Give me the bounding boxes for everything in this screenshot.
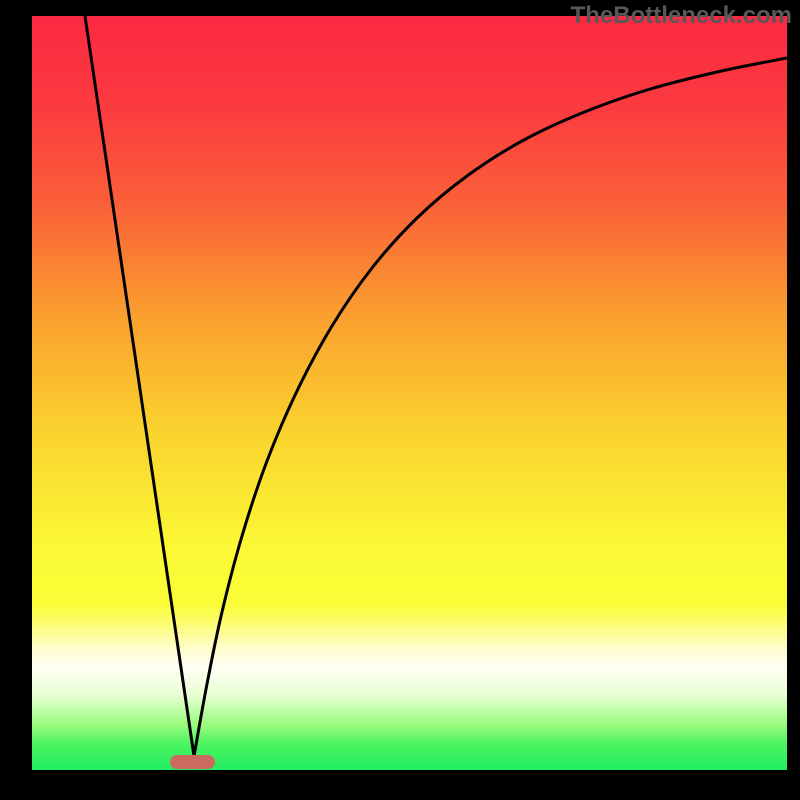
optimal-marker	[170, 755, 215, 769]
watermark-text: TheBottleneck.com	[571, 2, 792, 30]
chart-container: TheBottleneck.com	[0, 0, 800, 800]
gradient-background	[32, 16, 787, 770]
plot-area	[32, 16, 787, 770]
